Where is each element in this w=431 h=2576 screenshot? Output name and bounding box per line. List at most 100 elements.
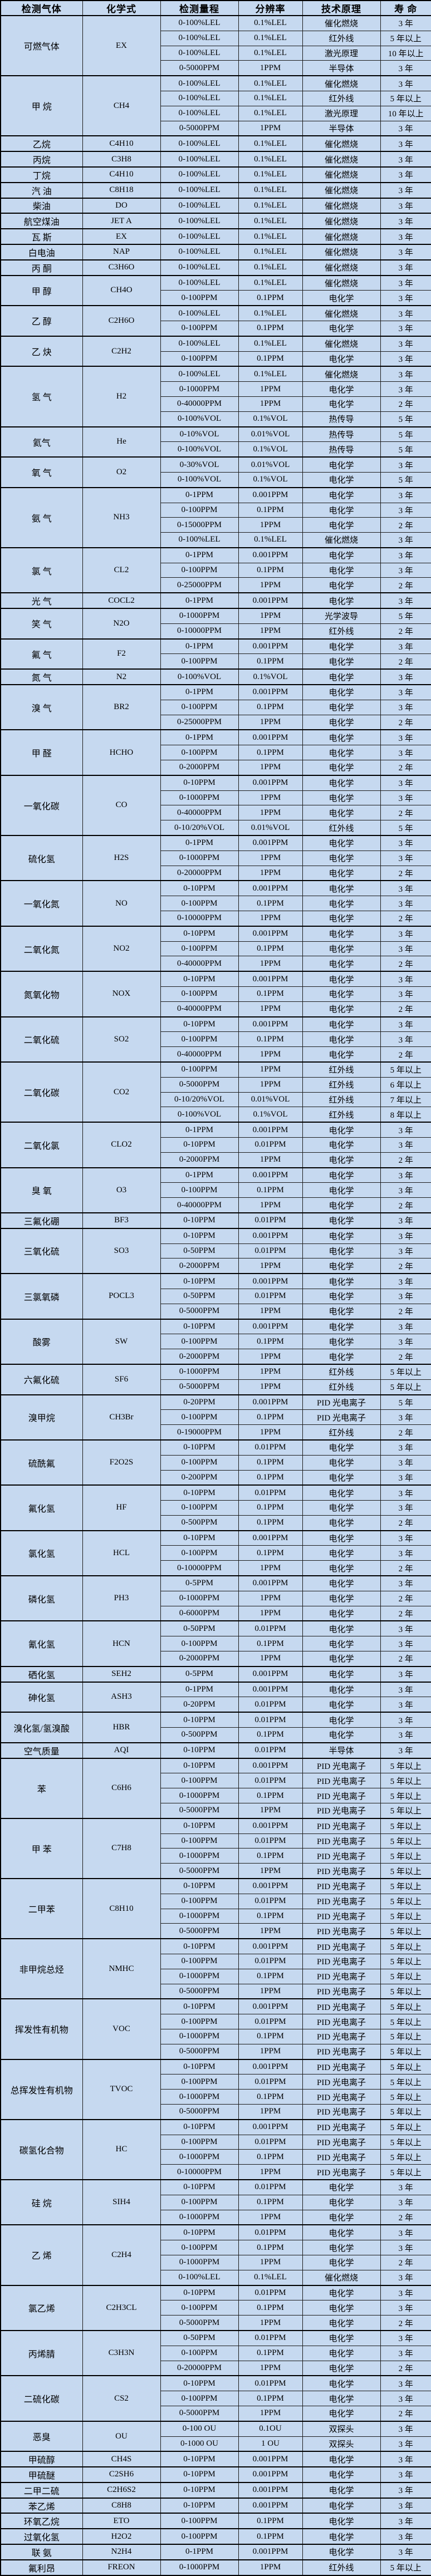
detection-row: 0-200PPM 0.1PPM 电化学 3 年 [1,1469,431,1486]
lifespan-cell: 3 年 [380,2421,431,2437]
lifespan-cell: 2 年 [380,577,431,593]
range-cell: 0-100%LEL [160,182,239,199]
lifespan-cell: 3 年 [380,1682,431,1698]
resolution-cell: 0.01PPM [238,1484,303,1501]
detection-row: 二甲苯 C8H10 0-10PPM 0.001PPM PID 光电离子 5 年以上 [0,1878,431,1939]
resolution-cell: 1PPM [238,1803,303,1819]
principle-cell: 双探头 [302,2436,381,2452]
lifespan-cell: 3 年 [380,1228,431,1244]
detection-row: 甲硫醚 C2SH6 0-10PPM 0.001PPM 电化学 3 年 [0,2466,431,2483]
range-cell: 0-10PPM [160,2482,239,2499]
formula-cell: HCL [82,1530,161,1576]
header-range: 检测量程 [160,0,239,16]
range-cell: 0-100PPM [160,2513,239,2529]
range-cell: 0-50PPM [160,2330,239,2346]
formula-cell: C8H18 [82,182,161,199]
principle-cell: 电化学 [302,2451,381,2467]
formula-cell: HCHO [82,729,161,776]
lifespan-cell: 5 年以上 [380,1878,431,1894]
resolution-cell: 0.1%LEL [238,135,303,152]
formula-cell: TVOC [82,2059,161,2120]
lifespan-cell: 2 年 [380,1258,431,1274]
resolution-cell: 0.001PPM [238,592,303,609]
lifespan-cell: 10 年以上 [380,105,431,121]
detection-row: 二氧化硫 SO2 0-10PPM 0.001PPM 电化学 3 年 [0,1016,431,1063]
formula-cell: BF3 [82,1212,161,1229]
range-cell: 0-10PPM [160,971,239,987]
range-cell: 0-10PPM [160,775,239,791]
formula-cell: O2 [82,456,161,488]
formula-cell: NOX [82,971,161,1017]
principle-cell: 催化燃烧 [302,275,381,291]
detection-row: 0-100PPM 0.1PPM 电化学 3 年 [1,502,431,518]
detection-row: 0-40000PPM 1PPM 电化学 2 年 [1,1001,431,1017]
range-cell: 0-1PPM [160,638,239,655]
lifespan-cell: 3 年 [380,366,431,382]
range-cell: 0-5000PPM [160,2315,239,2331]
lifespan-cell: 3 年 [380,1288,431,1304]
gas-name-cell: 氮 气 [0,668,83,685]
formula-cell: H2S [82,835,161,881]
range-cell: 0-50PPM [160,1288,239,1304]
resolution-cell: 1PPM [238,2043,303,2060]
detection-row: 0-5000PPM 1PPM 半导体 3 年 [1,120,431,136]
gas-name-cell: 丙烷 [0,151,83,168]
principle-cell: 红外线 [302,1379,381,1395]
resolution-cell: 0.001PPM [238,835,303,851]
formula-cell: SF6 [82,1364,161,1395]
lifespan-cell: 5 年以上 [380,30,431,46]
range-cell: 0-100 OU [160,2421,239,2437]
lifespan-cell: 5 年以上 [380,2119,431,2135]
principle-cell: 红外线 [302,1061,381,1078]
detection-row: 0-5000PPM 1PPM PID 光电离子 5 年以上 [1,1983,431,1999]
gas-name-cell: 三氟化硼 [0,1212,83,1229]
lifespan-cell: 3 年 [380,986,431,1002]
formula-cell: CL2 [82,547,161,593]
lifespan-cell: 3 年 [380,2269,431,2286]
detection-row: 0-1000PPM 0.1PPM PID 光电离子 5 年以上 [1,1908,431,1924]
gas-group: 氟 气 F2 0-1PPM 0.001PPM 电化学 3 年 0-100PPM 0.1PPM 电… [0,638,431,670]
detection-row: 0-100%LEL 0.1%LEL 红外线 5 年以上 [1,90,431,106]
range-cell: 0-100PPM [160,1500,239,1516]
range-cell: 0-100%LEL [160,228,239,245]
gas-name-cell: 酸雾 [0,1319,83,1365]
gas-name-cell: 总挥发性有机物 [0,2059,83,2120]
lifespan-cell: 3 年 [380,320,431,337]
range-cell: 0-1000PPM [160,608,239,624]
resolution-cell: 0.1%LEL [238,105,303,121]
range-cell: 0-10PPM [160,2451,239,2467]
detection-row: 0-25000PPM 1PPM 电化学 2 年 [1,577,431,593]
detection-row: 乙 烯 C2H4 0-10PPM 0.01PPM 电化学 3 年 [0,2224,431,2286]
gas-group: 瓦 斯 EX 0-100%LEL 0.1%LEL 催化燃烧 3 年 [0,228,431,245]
principle-cell: 电化学 [302,2391,381,2406]
detection-row: 氮 气 N2 0-100%VOL 0.1%VOL 电化学 3 年 [0,668,431,685]
resolution-cell: 0.1PPM [238,1788,303,1804]
lifespan-cell: 2 年 [380,396,431,412]
range-cell: 0-1PPM [160,684,239,700]
resolution-cell: 0.1PPM [238,2528,303,2545]
range-cell: 0-100%VOL [160,471,239,488]
detection-row: 0-100%LEL 0.1%LEL 催化燃烧 3 年 [1,532,431,548]
gas-group: 丁烷 C4H10 0-100%LEL 0.1%LEL 催化燃烧 3 年 [0,166,431,183]
resolution-cell: 1PPM [238,2360,303,2376]
range-cell: 0-100PPM [160,1833,239,1849]
resolution-cell: 1 OU [238,2436,303,2452]
formula-cell: C7H8 [82,1818,161,1879]
lifespan-cell: 5 年 [380,1394,431,1410]
resolution-cell: 0.01PPM [238,1712,303,1728]
gas-name-cell: 甲 苯 [0,1818,83,1879]
resolution-cell: 0.01PPM [238,2074,303,2090]
principle-cell: 电化学 [302,1152,381,1168]
detection-row: 溴化氢/氢溴酸 HBR 0-10PPM 0.01PPM 电化学 3 年 [0,1712,431,1743]
detection-row: 0-100PPM 0.1PPM 电化学 3 年 [1,1334,431,1350]
range-cell: 0-100%LEL [160,166,239,183]
lifespan-cell: 3 年 [380,1727,431,1743]
range-cell: 0-20PPM [160,1697,239,1713]
principle-cell: PID 光电离子 [302,1848,381,1864]
resolution-cell: 1PPM [238,2315,303,2331]
principle-cell: 电化学 [302,396,381,412]
principle-cell: PID 光电离子 [302,1833,381,1849]
lifespan-cell: 2 年 [380,956,431,972]
range-cell: 0-40000PPM [160,1001,239,1017]
gas-name-cell: 氢 气 [0,366,83,427]
